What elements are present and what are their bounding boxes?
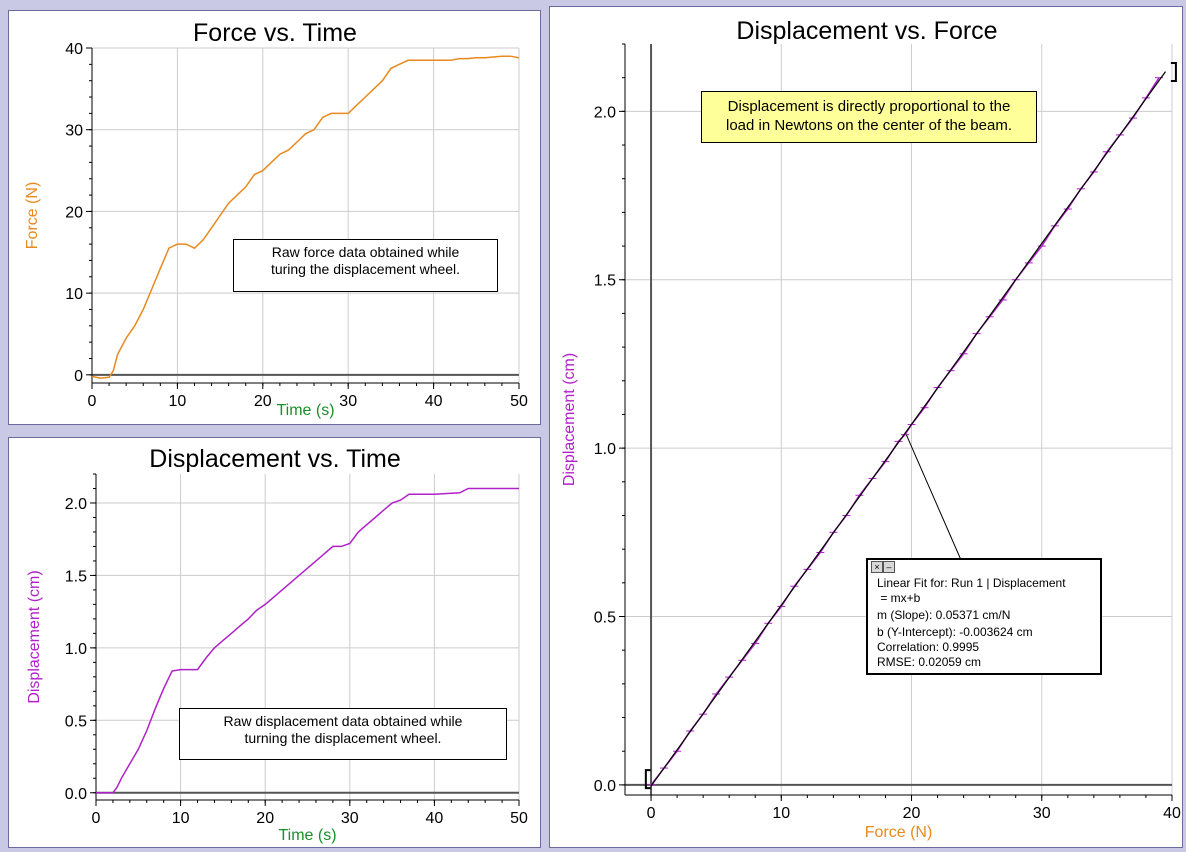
displacement-force-chart: Displacement vs. Force 0 10 20 30 40 0.0 0.5 1.0… [561,17,1181,841]
fit-intercept: b (Y-Intercept): -0.003624 cm [877,625,1033,639]
displacement-force-annotation: Displacement is directly proportional to… [701,91,1037,143]
y-tick-label: 1.5 [594,273,616,290]
close-icon[interactable]: × [871,561,883,573]
y-tick-label: 1.5 [65,568,87,585]
y-tick-label: 20 [65,204,83,221]
chart-title: Force vs. Time [193,19,357,47]
selection-bracket-end [1170,61,1177,82]
y-tick-label: 0.0 [65,786,87,803]
x-tick-label: 30 [1033,805,1051,822]
fit-equation: = mx+b [877,591,921,605]
y-tick-label: 1.0 [65,641,87,658]
x-tick-label: 30 [339,393,357,410]
x-axis-label-time: Time (s) [276,402,334,419]
x-tick-label: 30 [341,810,359,827]
chart-title: Displacement vs. Time [149,445,400,473]
displacement-time-panel: Displacement vs. Time 0 10 20 30 40 50 0.0 0.5 1.… [8,437,541,848]
y-tick-label: 2.0 [594,104,616,121]
force-time-chart: Force vs. Time 0 10 20 30 40 50 0 10 20 30 40 Time (… [24,19,528,419]
y-axis-label-displacement: Displacement (cm) [26,570,43,703]
x-tick-label: 40 [1163,805,1181,822]
y-tick-label: 10 [65,286,83,303]
fit-correlation: Correlation: 0.9995 [877,640,980,654]
force-time-annotation: Raw force data obtained while turing the… [233,239,498,292]
fit-title: Linear Fit for: Run 1 | Displacement [877,576,1066,590]
y-tick-label: 1.0 [594,441,616,458]
x-axis-label-force: Force (N) [865,824,933,841]
y-tick-label: 2.0 [65,496,87,513]
x-tick-label: 20 [254,393,272,410]
y-tick-label: 0.5 [65,713,87,730]
x-tick-label: 40 [426,810,444,827]
x-axis-label-time: Time (s) [278,827,336,844]
linear-fit-box[interactable]: × – Linear Fit for: Run 1 | Displacement… [866,558,1102,675]
data-series-line [91,55,520,379]
x-tick-label: 50 [510,810,528,827]
linear-fit-line [650,71,1166,787]
displacement-time-chart: Displacement vs. Time 0 10 20 30 40 50 0.0 0.5 1.… [26,445,528,844]
y-axis-label-displacement: Displacement (cm) [561,353,578,486]
x-tick-label: 10 [172,810,190,827]
y-tick-label: 40 [65,41,83,58]
y-axis-label-force: Force (N) [24,182,41,250]
x-tick-label: 10 [169,393,187,410]
displacement-time-annotation: Raw displacement data obtained while tur… [179,708,507,760]
x-tick-label: 0 [647,805,656,822]
fit-callout-line [905,434,962,561]
minimize-icon[interactable]: – [883,561,895,573]
x-tick-label: 20 [903,805,921,822]
data-series-line [96,487,519,794]
chart-title: Displacement vs. Force [736,17,997,45]
displacement-force-panel: Displacement vs. Force 0 10 20 30 40 0.0 0.5 1.0… [549,6,1183,848]
x-tick-label: 0 [88,393,97,410]
y-tick-label: 0 [74,368,83,385]
fit-rmse: RMSE: 0.02059 cm [877,655,982,669]
force-time-panel: Force vs. Time 0 10 20 30 40 50 0 10 20 30 40 Time (… [8,10,541,425]
x-tick-label: 40 [425,393,443,410]
y-tick-label: 30 [65,123,83,140]
x-tick-label: 50 [510,393,528,410]
selection-bracket-start [644,769,651,790]
data-series-line [650,77,1160,786]
fit-slope: m (Slope): 0.05371 cm/N [877,608,1011,622]
x-tick-label: 0 [92,810,101,827]
y-tick-label: 0.5 [594,610,616,627]
x-tick-label: 10 [772,805,790,822]
x-tick-label: 20 [256,810,274,827]
y-tick-label: 0.0 [594,778,616,795]
